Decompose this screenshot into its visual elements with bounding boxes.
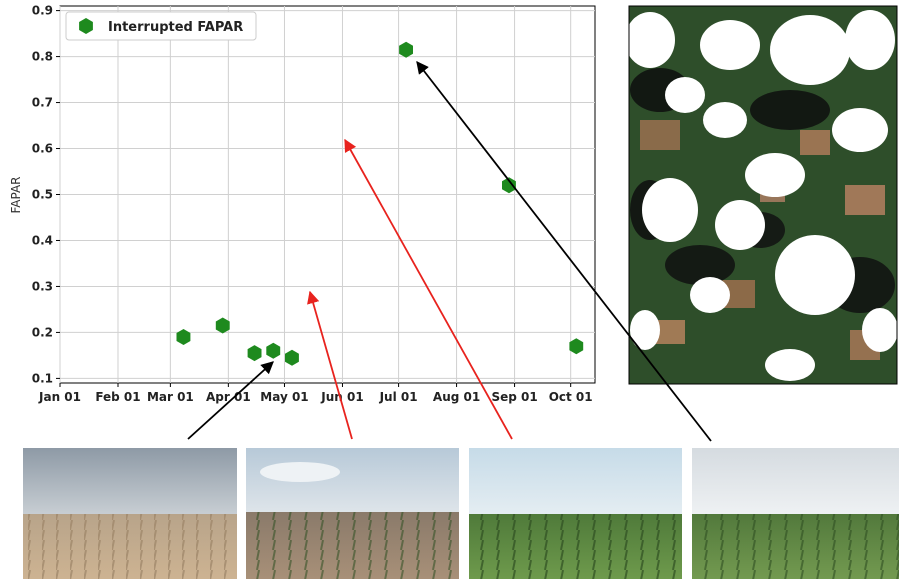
field-photo-3 [469,448,682,579]
y-ticks: 0.1 0.2 0.3 0.4 0.5 0.6 0.7 0.8 0.9 [32,4,60,386]
satellite-image [625,6,898,384]
x-tick-label: Mar 01 [147,390,194,404]
y-tick-label: 0.8 [32,50,53,64]
x-tick-label: Feb 01 [95,390,140,404]
x-tick-label: Jul 01 [379,390,418,404]
x-tick-label: Sep 01 [491,390,537,404]
y-tick-label: 0.6 [32,142,53,156]
y-tick-label: 0.5 [32,188,53,202]
x-tick-label: May 01 [260,390,308,404]
legend-label: Interrupted FAPAR [108,20,243,35]
x-tick-label: Oct 01 [549,390,593,404]
legend: Interrupted FAPAR [66,12,256,40]
y-tick-label: 0.3 [32,279,53,293]
field-photo-1 [23,448,237,579]
x-tick-label: Jan 01 [38,390,81,404]
field-photo-2 [246,448,459,579]
y-tick-label: 0.7 [32,96,53,110]
x-tick-label: Aug 01 [433,390,480,404]
plot-area: 0.1 0.2 0.3 0.4 0.5 0.6 0.7 0.8 0.9 Jan 01 Feb 01… [32,4,595,404]
y-tick-label: 0.2 [32,325,53,339]
x-ticks: Jan 01 Feb 01 Mar 01 Apr 01 May 01 Jun 01 Jul … [38,383,593,404]
y-axis-label: FAPAR [9,176,23,213]
y-tick-label: 0.9 [32,4,53,18]
y-tick-label: 0.1 [32,371,53,385]
field-photo-4 [692,448,899,579]
y-tick-label: 0.4 [32,233,53,247]
